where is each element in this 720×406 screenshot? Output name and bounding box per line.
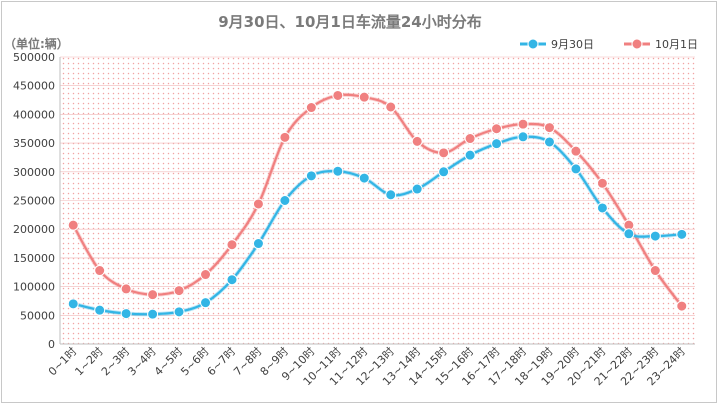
series-0-point	[438, 166, 450, 178]
series-0-point	[570, 163, 582, 175]
y-tick-label: 150000	[13, 252, 55, 265]
series-0-point	[200, 297, 212, 309]
series-0-point	[305, 170, 317, 182]
series-0-point	[596, 202, 608, 214]
series-1-point	[173, 285, 185, 297]
series-1-point	[120, 283, 132, 295]
series-0-point	[67, 298, 79, 310]
x-tick-label: 5~6时	[178, 345, 211, 378]
series-0-point	[623, 228, 635, 240]
series-1-point	[94, 265, 106, 277]
series-1-point	[649, 265, 661, 277]
series-1-point	[543, 122, 555, 134]
series-0-point	[491, 138, 503, 150]
series-1-point	[385, 101, 397, 113]
legend-label: 9月30日	[551, 38, 594, 51]
unit-label: （单位:辆）	[4, 36, 69, 51]
series-1-point	[570, 145, 582, 157]
series-1-point	[596, 177, 608, 189]
series-0-point	[147, 308, 159, 320]
x-tick-label: 7~8时	[231, 345, 264, 378]
series-0-point	[252, 238, 264, 250]
x-tick-label: 6~7时	[205, 345, 238, 378]
series-1-point	[252, 198, 264, 210]
y-tick-label: 100000	[13, 281, 55, 294]
plot-area: 0 50000 100000 150000 200000 250000 300000 3500…	[13, 51, 695, 388]
series-0-point	[464, 149, 476, 161]
y-tick-label: 500000	[13, 51, 55, 64]
x-tick-label: 1~2时	[72, 345, 105, 378]
series-1-point	[676, 300, 688, 312]
series-0-point	[279, 195, 291, 206]
series-1-point	[411, 135, 423, 147]
series-0-point	[173, 306, 185, 318]
y-tick-label: 350000	[13, 137, 55, 150]
series-0-point	[226, 274, 238, 286]
series-1-point	[147, 289, 159, 301]
series-1-point	[358, 91, 370, 103]
series-1-point	[67, 219, 79, 231]
series-1-point	[200, 269, 212, 281]
y-tick-label: 0	[48, 338, 55, 351]
legend-swatch-marker	[631, 38, 643, 50]
series-1-point	[438, 147, 450, 159]
series-0-point	[358, 172, 370, 184]
series-0-point	[332, 165, 344, 177]
series-1-point	[332, 89, 344, 101]
series-0-point	[649, 230, 661, 242]
series-0-point	[517, 131, 529, 143]
series-1-point	[305, 102, 317, 114]
y-tick-label: 400000	[13, 108, 55, 121]
chart-title: 9月30日、10月1日车流量24小时分布	[218, 13, 482, 31]
y-tick-label: 300000	[13, 166, 55, 179]
legend-swatch-marker	[527, 38, 539, 50]
x-tick-label: 4~5时	[152, 345, 185, 378]
y-tick-label: 200000	[13, 223, 55, 236]
series-0-point	[676, 228, 688, 240]
series-1-point	[464, 133, 476, 145]
legend: 9月30日 10月1日	[520, 38, 698, 51]
legend-label: 10月1日	[655, 38, 698, 51]
series-0-point	[94, 304, 106, 316]
series-1-point	[491, 123, 503, 135]
series-1-point	[279, 131, 291, 143]
x-tick-label: 3~4时	[125, 345, 158, 378]
y-tick-label: 250000	[13, 195, 55, 208]
series-0-point	[543, 136, 555, 148]
x-tick-label: 2~3时	[99, 345, 132, 378]
series-0-point	[385, 189, 397, 201]
y-tick-label: 450000	[13, 80, 55, 93]
series-0-point	[411, 183, 423, 195]
series-1-point	[226, 239, 238, 251]
series-0-point	[120, 308, 132, 320]
y-tick-label: 50000	[20, 309, 55, 322]
series-1-point	[517, 118, 529, 130]
